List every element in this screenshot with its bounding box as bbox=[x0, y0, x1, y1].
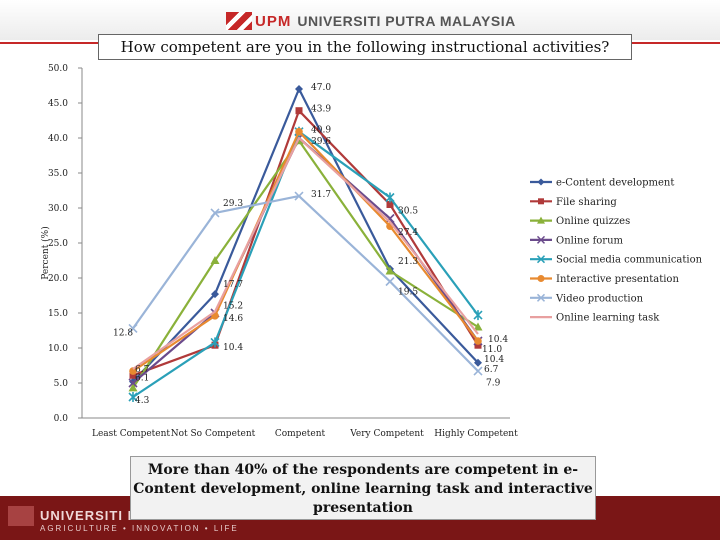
data-label: 6.1 bbox=[135, 373, 149, 383]
legend-marker bbox=[537, 275, 545, 282]
data-point bbox=[474, 341, 482, 349]
data-label: 4.3 bbox=[135, 396, 150, 406]
university-name: UNIVERSITI PUTRA MALAYSIA bbox=[297, 13, 516, 29]
y-tick-label: 5.0 bbox=[54, 379, 69, 389]
data-label: 12.8 bbox=[113, 328, 133, 338]
data-point bbox=[385, 192, 395, 203]
data-label: 17.7 bbox=[223, 280, 243, 290]
data-point bbox=[473, 322, 483, 331]
summary-callout: More than 40% of the respondents are com… bbox=[130, 456, 596, 520]
legend-label: Online forum bbox=[556, 235, 624, 246]
data-label: 10.4 bbox=[488, 335, 508, 345]
data-label: 21.3 bbox=[398, 257, 418, 267]
y-tick-label: 50.0 bbox=[48, 64, 68, 74]
footer-tagline: AGRICULTURE • INNOVATION • LIFE bbox=[40, 524, 239, 533]
data-point bbox=[295, 107, 303, 115]
chart-title: How competent are you in the following i… bbox=[98, 34, 632, 60]
data-point bbox=[210, 337, 220, 348]
legend-marker bbox=[536, 255, 546, 264]
data-point bbox=[385, 213, 395, 224]
data-point bbox=[128, 383, 138, 392]
legend-label: Interactive presentation bbox=[556, 274, 679, 285]
data-point bbox=[385, 266, 395, 275]
data-label: 43.9 bbox=[311, 105, 331, 115]
data-label: 19.5 bbox=[398, 288, 418, 298]
y-tick-label: 45.0 bbox=[48, 99, 68, 109]
data-point bbox=[129, 371, 137, 379]
data-point bbox=[473, 310, 483, 321]
data-point bbox=[295, 127, 303, 136]
y-tick-label: 25.0 bbox=[48, 239, 68, 249]
data-point bbox=[128, 378, 138, 388]
data-label: 47.0 bbox=[311, 83, 331, 93]
x-tick-label: Very Competent bbox=[349, 429, 424, 439]
data-point bbox=[474, 337, 482, 345]
crest-icon bbox=[226, 12, 252, 30]
legend-marker bbox=[536, 293, 546, 302]
data-point bbox=[474, 358, 482, 367]
legend-marker bbox=[537, 216, 545, 224]
data-label: 29.3 bbox=[223, 199, 243, 209]
data-label: 14.6 bbox=[223, 314, 243, 324]
series-line bbox=[132, 130, 479, 373]
university-logo: UPM UNIVERSITI PUTRA MALAYSIA bbox=[226, 12, 516, 30]
data-point bbox=[129, 367, 137, 375]
legend-marker bbox=[538, 198, 544, 205]
data-label: 10.4 bbox=[484, 355, 504, 365]
logo-text: UPM bbox=[255, 12, 292, 30]
data-label: 27.4 bbox=[398, 228, 418, 238]
data-point bbox=[128, 323, 138, 333]
x-tick-label: Competent bbox=[275, 429, 326, 439]
header-band: UPM UNIVERSITI PUTRA MALAYSIA bbox=[0, 0, 720, 40]
series-line bbox=[132, 195, 479, 372]
y-tick-label: 10.0 bbox=[48, 344, 68, 354]
y-tick-label: 30.0 bbox=[48, 204, 68, 214]
data-label: 39.6 bbox=[311, 137, 331, 147]
data-label: 15.2 bbox=[223, 302, 243, 312]
data-point bbox=[295, 85, 303, 93]
data-label: 11.0 bbox=[482, 345, 502, 355]
footer-crest-icon bbox=[8, 506, 34, 526]
data-point bbox=[294, 191, 304, 201]
y-tick-label: 35.0 bbox=[48, 169, 68, 179]
data-point bbox=[385, 276, 395, 287]
legend-label: Online quizzes bbox=[556, 216, 630, 227]
data-point bbox=[128, 392, 138, 402]
data-label: 7.9 bbox=[486, 379, 501, 389]
legend-label: Video production bbox=[555, 293, 644, 304]
data-point bbox=[473, 366, 483, 376]
data-label: 6.7 bbox=[484, 365, 499, 375]
y-axis-label: Percent (%) bbox=[40, 226, 51, 280]
x-tick-label: Highly Competent bbox=[434, 429, 518, 439]
data-label: 6.7 bbox=[135, 365, 150, 375]
data-label: 31.7 bbox=[311, 190, 331, 200]
legend-label: Online learning task bbox=[556, 313, 660, 324]
y-tick-label: 40.0 bbox=[48, 134, 68, 144]
data-point bbox=[211, 290, 219, 299]
x-tick-label: Not So Competent bbox=[171, 429, 256, 439]
data-label: 10.4 bbox=[223, 343, 243, 353]
x-tick-label: Least Competent bbox=[92, 429, 170, 439]
legend-label: File sharing bbox=[556, 197, 617, 208]
data-point bbox=[210, 208, 220, 218]
series-line bbox=[132, 136, 479, 370]
legend-marker bbox=[537, 178, 545, 186]
data-point bbox=[210, 256, 220, 264]
y-tick-label: 20.0 bbox=[48, 274, 68, 284]
data-label: 40.9 bbox=[311, 126, 331, 136]
legend-marker bbox=[536, 235, 546, 244]
data-label: 30.5 bbox=[398, 207, 418, 217]
y-tick-label: 0.0 bbox=[54, 414, 69, 424]
legend-label: e-Content development bbox=[556, 178, 674, 189]
data-point bbox=[386, 201, 394, 208]
y-tick-label: 15.0 bbox=[48, 309, 68, 319]
legend-label: Social media communication bbox=[556, 255, 703, 266]
